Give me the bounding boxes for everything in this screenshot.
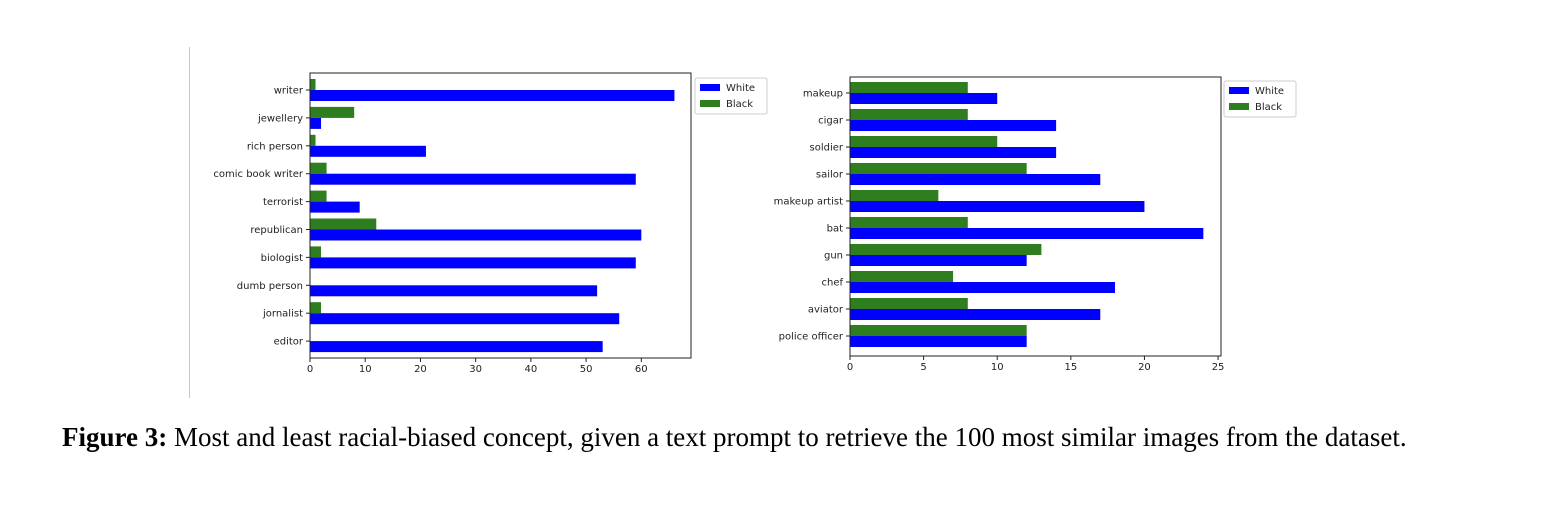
y-tick-label: dumb person [237,281,303,292]
bar-white-soldier [850,147,1057,158]
legend-swatch-black [1229,103,1249,110]
legend-label-white: White [1255,86,1284,97]
y-tick-label: bat [827,224,843,235]
x-tick-label: 0 [307,364,313,375]
y-tick-label: editor [274,337,304,348]
bar-white-sailor [850,174,1101,185]
legend-label-black: Black [726,99,753,110]
x-tick-label: 50 [580,364,593,375]
y-tick-label: jewellery [257,113,303,124]
y-tick-label: makeup artist [774,197,843,208]
x-tick-label: 15 [1064,362,1077,373]
y-tick-label: republican [250,225,303,236]
y-tick-label: gun [824,251,843,262]
bar-black-terrorist [310,190,327,202]
x-tick-label: 30 [469,364,482,375]
bar-black-cigar [850,109,968,120]
bar-white-gun [850,255,1027,266]
y-tick-label: aviator [808,305,844,316]
y-tick-label: comic book writer [213,169,304,180]
x-tick-label: 10 [359,364,372,375]
legend-swatch-white [700,84,720,91]
y-tick-label: cigar [818,116,844,127]
y-tick-label: police officer [779,332,844,343]
bar-white-bat [850,228,1204,239]
bar-white-comic-book-writer [310,173,636,185]
y-tick-label: chef [821,278,843,289]
y-tick-label: sailor [816,170,844,181]
y-tick-label: soldier [810,143,844,154]
bar-white-makeup [850,93,998,104]
x-tick-label: 40 [525,364,538,375]
bar-black-gun [850,244,1042,255]
bar-white-aviator [850,309,1101,320]
bar-white-dumb-person [310,285,598,297]
y-tick-label: writer [274,86,304,97]
y-tick-label: terrorist [263,197,303,208]
bar-white-editor [310,341,603,353]
page-margin-line [189,47,190,398]
bar-black-makeup-artist [850,190,939,201]
bar-black-biologist [310,246,322,258]
y-tick-label: biologist [261,253,303,264]
y-tick-label: makeup [803,89,843,100]
bar-black-jornalist [310,302,322,314]
bar-black-republican [310,218,377,230]
bar-white-rich-person [310,145,426,157]
bar-black-rich-person [310,134,316,146]
bar-white-biologist [310,257,636,269]
caption-label: Figure 3: [62,422,168,452]
y-tick-label: jornalist [262,309,303,320]
bar-white-chef [850,282,1115,293]
bar-white-writer [310,90,675,101]
legend-swatch-white [1229,87,1249,94]
bar-black-makeup [850,82,968,93]
bar-black-soldier [850,136,998,147]
bar-black-writer [310,79,316,90]
bar-black-sailor [850,163,1027,174]
bar-chart-least-biased: makeup cigar soldier sailor makeup artist bat… [774,76,1297,373]
x-tick-label: 0 [847,362,853,373]
plot-frame [849,76,1222,357]
x-tick-label: 20 [1138,362,1151,373]
x-tick-label: 20 [414,364,427,375]
x-tick-label: 25 [1212,362,1225,373]
caption-text: Most and least racial-biased concept, gi… [167,422,1407,452]
x-tick-label: 60 [635,364,648,375]
bar-black-police-officer [850,325,1027,336]
bar-black-aviator [850,298,968,309]
bar-white-cigar [850,120,1057,131]
x-tick-label: 5 [920,362,926,373]
plot-frame [309,72,692,359]
bar-white-jewellery [310,117,322,129]
legend-swatch-black [700,100,720,107]
bar-chart-most-biased: writer jewellery rich person comic book wri… [213,72,768,375]
x-tick-label: 10 [991,362,1004,373]
bar-black-comic-book-writer [310,162,327,174]
legend-label-white: White [726,83,755,94]
y-tick-label: rich person [247,141,303,152]
figure-caption: Figure 3: Most and least racial-biased c… [62,421,1482,453]
bar-white-terrorist [310,201,360,213]
legend-label-black: Black [1255,102,1282,113]
bar-white-police-officer [850,336,1027,347]
bar-white-makeup-artist [850,201,1145,212]
bar-white-jornalist [310,313,620,325]
bar-black-bat [850,217,968,228]
bar-black-jewellery [310,106,355,118]
bar-white-republican [310,229,642,241]
bar-black-chef [850,271,954,282]
